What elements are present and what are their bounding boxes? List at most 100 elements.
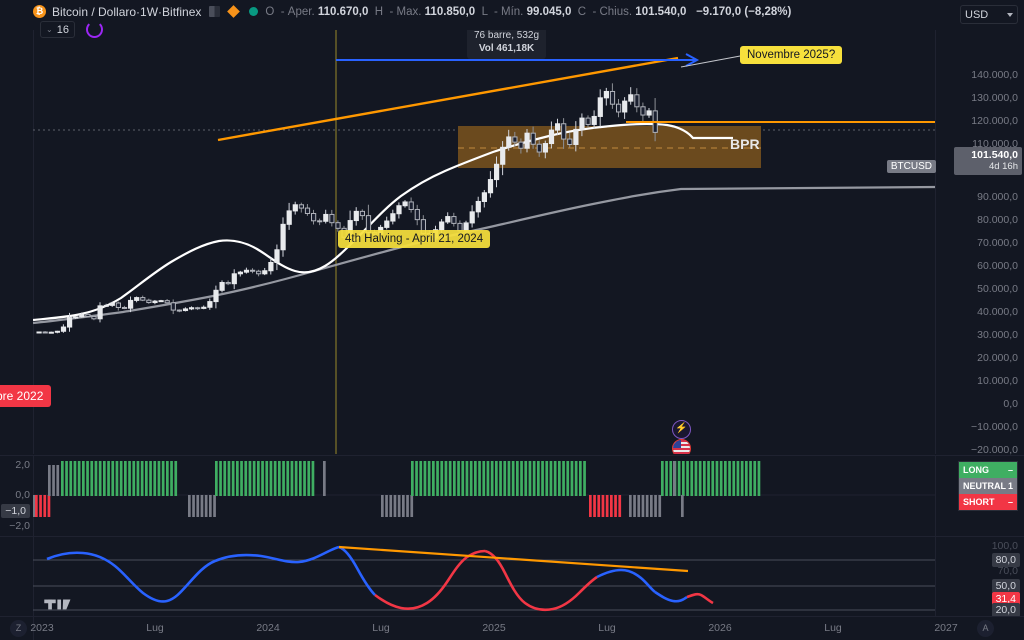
histogram-bar (574, 461, 578, 496)
histogram-bar (307, 461, 311, 496)
histogram-axis-tick: −2,0 (9, 520, 30, 532)
price-plot-area[interactable]: 76 barre, 532g Vol 461,18K Novembre 2025… (33, 30, 936, 454)
histogram-bar (303, 461, 306, 496)
axis-tick: 130.000,0 (971, 92, 1018, 104)
histogram-bar (227, 461, 231, 496)
axis-tick: 90.000,0 (977, 191, 1018, 203)
rsi-line-blue-2 (338, 545, 376, 596)
histogram-bar (73, 461, 77, 496)
histogram-bar (311, 461, 315, 496)
signal-summary-box[interactable]: LONG – NEUTRAL 1 SHORT – (958, 461, 1018, 511)
histogram-axis-tick: 0,0 (15, 489, 30, 501)
histogram-bar (402, 495, 405, 517)
alert-settings-badge[interactable]: A (977, 620, 994, 637)
axis-tick: 100,0 (991, 540, 1018, 552)
high-label: Max. (396, 5, 422, 18)
time-axis-tick: Lug (146, 622, 164, 634)
histogram-bar (681, 495, 684, 517)
histogram-bar (188, 495, 191, 517)
low-label: Mín. (501, 5, 524, 18)
flag-canton (673, 440, 682, 449)
axis-tick: 70.000,0 (977, 237, 1018, 249)
histogram-bar (56, 465, 60, 496)
histogram-bar (111, 461, 115, 496)
histogram-bar (641, 495, 645, 517)
bar-countdown: 4d 16h (988, 161, 1018, 172)
histogram-bar (48, 465, 51, 496)
histogram-plot-area[interactable] (33, 456, 936, 536)
histogram-bar (231, 461, 235, 496)
histogram-axis-tick: −1,0 (1, 504, 30, 518)
bottom-left-date-label[interactable]: bre 2022 (0, 385, 52, 407)
histogram-bar (637, 495, 641, 517)
histogram-bar (427, 461, 431, 496)
histogram-pane: 2,0 0,0 −1,0 −2,0 LONG – NEUTRAL 1 SHORT (0, 455, 1024, 536)
symbol-legend[interactable]: ₿ Bitcoin / Dollaro · 1W · Bitfinex O - … (33, 3, 791, 20)
histogram-bar (107, 461, 110, 496)
lightning-icon[interactable]: ⚡ (672, 420, 691, 439)
high-key: H (374, 5, 384, 18)
time-axis-gutter (0, 617, 34, 640)
histogram-axis[interactable]: LONG – NEUTRAL 1 SHORT – (935, 456, 1024, 536)
indicator-pill-value: 16 (56, 23, 69, 36)
histogram-bar (273, 461, 277, 496)
histogram-bar (119, 461, 123, 496)
histogram-bar (669, 461, 673, 496)
histogram-bar (736, 461, 740, 496)
signal-row-short: SHORT – (959, 494, 1017, 510)
histogram-bar (196, 495, 200, 517)
histogram-bar (385, 495, 388, 517)
histogram-bar (419, 461, 423, 496)
histogram-bar (389, 495, 393, 517)
rsi-line-blue-4 (654, 590, 688, 603)
histogram-bar (566, 461, 570, 496)
rsi-axis[interactable]: 100,0 80,0 70,0 50,0 31,4 20,0 (935, 537, 1024, 617)
exchange-label[interactable]: Bitfinex (162, 4, 202, 19)
interval-label[interactable]: 1W (140, 4, 159, 19)
histogram-bar (381, 495, 384, 517)
histogram-bar (103, 461, 106, 496)
symbol-name[interactable]: Bitcoin / Dollaro (52, 4, 137, 19)
market-status-icon (249, 7, 259, 16)
histogram-bar (219, 461, 222, 496)
histogram-bar (290, 461, 294, 496)
signal-short-label: SHORT (963, 497, 995, 507)
current-price-tag: 101.540,0 4d 16h (954, 147, 1022, 175)
price-axis[interactable]: 140.000,0 130.000,0 120.000,0 110.000,0 90.0… (935, 30, 1024, 478)
histogram-bar (520, 461, 523, 496)
histogram-bar (719, 461, 723, 496)
histogram-bar (61, 461, 64, 496)
candles-style-icon[interactable] (209, 6, 221, 17)
histogram-bar (393, 495, 397, 517)
histogram-bar (157, 461, 161, 496)
bars-measure-volume: Vol 461,18K (478, 43, 535, 54)
signal-neutral-value: 1 (1007, 481, 1013, 491)
halving-label[interactable]: 4th Halving - April 21, 2024 (338, 230, 491, 248)
rsi-plot-area[interactable] (33, 537, 936, 616)
refresh-icon[interactable] (85, 21, 103, 38)
histogram-bar (244, 461, 248, 496)
time-axis-tick: Lug (824, 622, 842, 634)
axis-tick: 20,0 (991, 603, 1020, 617)
rsi-line-blue-1 (46, 545, 340, 603)
chevron-down-icon (1007, 12, 1013, 17)
histogram-bar (261, 461, 264, 496)
histogram-bar (213, 495, 216, 517)
histogram-bar (503, 461, 507, 496)
histogram-bar (724, 461, 727, 496)
histogram-bar (47, 495, 51, 517)
tradingview-logo[interactable] (44, 593, 74, 611)
us-flag-icon[interactable] (672, 439, 691, 454)
histogram-bar (33, 495, 36, 517)
november-2025-label[interactable]: Novembre 2025? (740, 46, 843, 64)
alert-diamond-icon[interactable] (227, 5, 241, 18)
indicator-pill[interactable]: ⌄ 16 (40, 21, 75, 38)
histogram-bar (453, 461, 456, 496)
time-axis[interactable]: Z 2023 Lug 2024 Lug 2025 Lug 2026 Lug 2027 A (0, 616, 1024, 640)
timezone-badge[interactable]: Z (10, 620, 27, 637)
november-pointer-line (680, 53, 752, 68)
candlestick-series (36, 83, 658, 334)
ohlc-values: O - Aper. 110.670,0 H - Max. 110.850,0 L… (265, 5, 792, 18)
histogram-bar (537, 461, 540, 496)
currency-selector[interactable]: USD (960, 5, 1018, 24)
